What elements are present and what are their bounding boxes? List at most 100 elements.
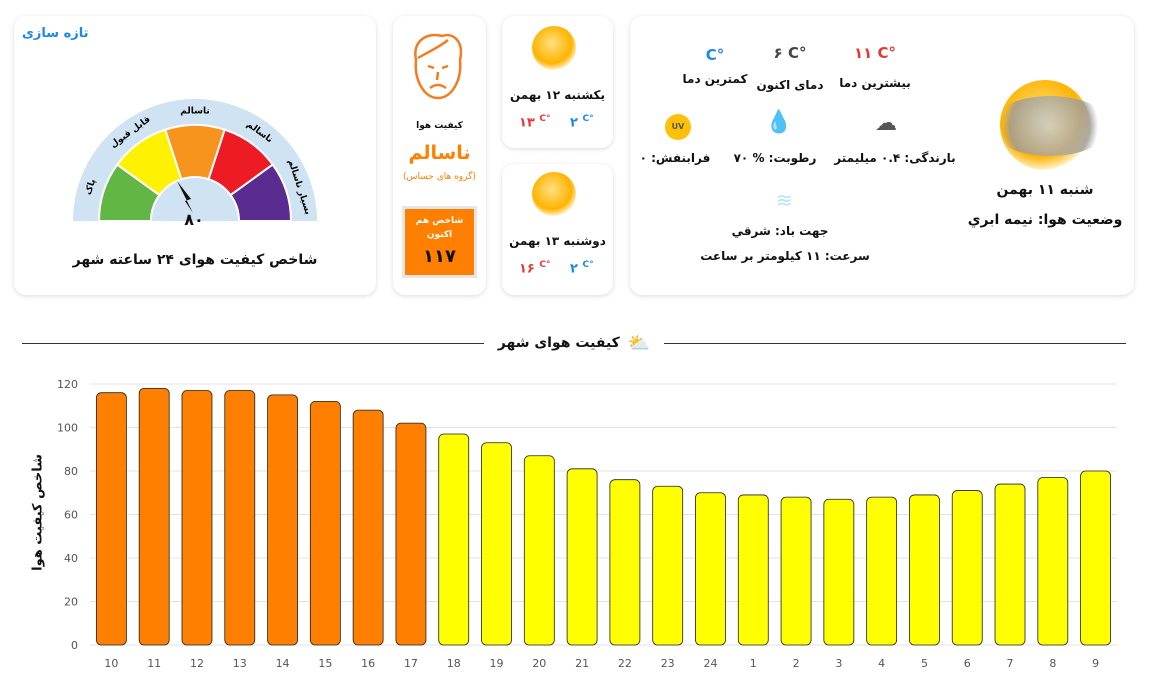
- y-tick-label: 0: [71, 639, 78, 652]
- bar[interactable]: [267, 394, 298, 646]
- current-temp-label: دمای اکنون: [756, 78, 824, 92]
- y-tick-label: 120: [57, 378, 78, 391]
- x-tick-label: 8: [1049, 657, 1056, 670]
- x-tick-label: 24: [703, 657, 717, 670]
- x-tick-label: 23: [661, 657, 675, 670]
- min-temp-value: C°: [670, 46, 760, 64]
- refresh-link[interactable]: تازه سازی: [22, 26, 89, 41]
- bar[interactable]: [1080, 470, 1112, 646]
- unit: C°: [705, 46, 725, 64]
- x-tick-label: 6: [964, 657, 971, 670]
- bar[interactable]: [352, 409, 384, 646]
- x-tick-label: 3: [835, 657, 842, 670]
- bar[interactable]: [523, 455, 555, 646]
- x-tick-label: 1: [750, 657, 757, 670]
- gauge-title: شاخص کیفیت هوای ۲۴ ساعته شهر: [72, 252, 318, 268]
- bar[interactable]: [652, 485, 684, 646]
- bar[interactable]: [951, 490, 983, 646]
- min-temp: ۲: [570, 115, 578, 131]
- bar[interactable]: [95, 392, 127, 646]
- bar[interactable]: [994, 483, 1026, 646]
- x-tick-label: 10: [104, 657, 118, 670]
- gauge-pointer-icon: [177, 181, 193, 213]
- forecast-min: ۲ C°: [570, 114, 594, 130]
- min-temp: ۲: [570, 261, 578, 277]
- section-header: کیفیت هوای شهر ⛅: [484, 330, 664, 356]
- unit: C°: [582, 260, 594, 270]
- forecast-max: ۱۳ C°: [519, 114, 551, 130]
- aqi-now-value: ۱۱۷: [423, 246, 456, 267]
- x-tick-label: 17: [404, 657, 418, 670]
- unit: C°: [539, 114, 551, 124]
- x-tick-label: 19: [490, 657, 504, 670]
- forecast-min: ۲ C°: [570, 260, 594, 276]
- x-tick-label: 21: [575, 657, 589, 670]
- gauge-segment: [229, 163, 293, 222]
- unit: C°: [582, 114, 594, 124]
- unit: C°: [787, 44, 807, 62]
- bar[interactable]: [866, 496, 898, 646]
- bar[interactable]: [737, 494, 769, 646]
- x-tick-label: 20: [532, 657, 546, 670]
- bar[interactable]: [1037, 477, 1069, 646]
- aqi-now-box: شاخص هم اکنون ۱۱۷: [402, 206, 477, 278]
- bar[interactable]: [138, 387, 170, 646]
- y-tick-label: 100: [57, 422, 78, 435]
- today-weather-card: شنبه ۱۱ بهمن وضعیت هوا: نیمه ابري ۱۱ C° …: [630, 16, 1134, 295]
- current-temp-value: ۶ C°: [745, 44, 835, 62]
- max-temp: ۱۳: [519, 115, 535, 131]
- y-tick-label: 80: [64, 465, 78, 478]
- x-tick-label: 5: [921, 657, 928, 670]
- y-tick-label: 20: [64, 596, 78, 609]
- today-date: شنبه ۱۱ بهمن: [996, 182, 1094, 198]
- bar[interactable]: [909, 494, 940, 646]
- rain-value: بارندگی: ۰.۴ میلیمتر: [834, 151, 956, 165]
- gauge-value: ۸۰: [184, 210, 204, 229]
- y-tick-label: 40: [64, 552, 78, 565]
- forecast-max: ۱۶ C°: [519, 260, 551, 276]
- bar[interactable]: [780, 496, 812, 646]
- partly-cloudy-icon: ⛅: [627, 332, 651, 354]
- x-tick-label: 22: [618, 657, 632, 670]
- max: ۱۱: [853, 44, 873, 62]
- sad-face-icon: [414, 33, 463, 100]
- bar[interactable]: [566, 468, 598, 646]
- cloud-shape: [990, 96, 1110, 156]
- x-tick-label: 18: [447, 657, 461, 670]
- bar[interactable]: [609, 479, 641, 646]
- forecast-card: یکشنبه ۱۲ بهمن ۱۳ C° ۲ C°: [502, 16, 613, 148]
- x-tick-label: 4: [878, 657, 885, 670]
- bar[interactable]: [395, 422, 427, 646]
- x-tick-label: 12: [190, 657, 204, 670]
- rain-icon: ☁: [875, 111, 897, 136]
- forecast-day: دوشنبه ۱۳ بهمن: [509, 234, 606, 248]
- bar[interactable]: [823, 498, 855, 646]
- x-tick-label: 9: [1092, 657, 1099, 670]
- aqi-card: کیفیت هوا ناسالم (گروه های حساس) شاخص هم…: [393, 16, 486, 295]
- bar[interactable]: [181, 390, 213, 646]
- bar[interactable]: [481, 442, 512, 646]
- bar[interactable]: [438, 433, 470, 646]
- forecast-day: یکشنبه ۱۲ بهمن: [509, 88, 606, 102]
- wind-direction: جهت باد: شرقي: [731, 224, 829, 238]
- max-temp-label: بیشترین دما: [839, 76, 911, 90]
- x-tick-label: 16: [361, 657, 375, 670]
- section-title: کیفیت هوای شهر: [497, 335, 620, 351]
- current: ۶: [773, 44, 783, 62]
- humidity-value: رطوبت: % ۷۰: [733, 151, 817, 165]
- x-tick-label: 2: [793, 657, 800, 670]
- bar[interactable]: [695, 492, 726, 646]
- bar[interactable]: [224, 390, 256, 646]
- unit: C°: [877, 44, 897, 62]
- min-temp-label: کمترین دما: [682, 72, 748, 86]
- gauge-card: تازه سازی پاک قابل قبول ناسالم ناسالم بسیار …: [14, 16, 376, 295]
- forecast-card: دوشنبه ۱۳ بهمن ۱۶ C° ۲ C°: [502, 164, 613, 295]
- bar[interactable]: [309, 400, 341, 646]
- max-temp: ۱۶: [519, 261, 535, 277]
- uv-icon: UV: [665, 114, 691, 140]
- aqi-group: (گروه های حساس): [403, 172, 476, 182]
- aqi-label: کیفیت هوا: [416, 121, 463, 131]
- sunny-cloud-icon: [532, 172, 576, 216]
